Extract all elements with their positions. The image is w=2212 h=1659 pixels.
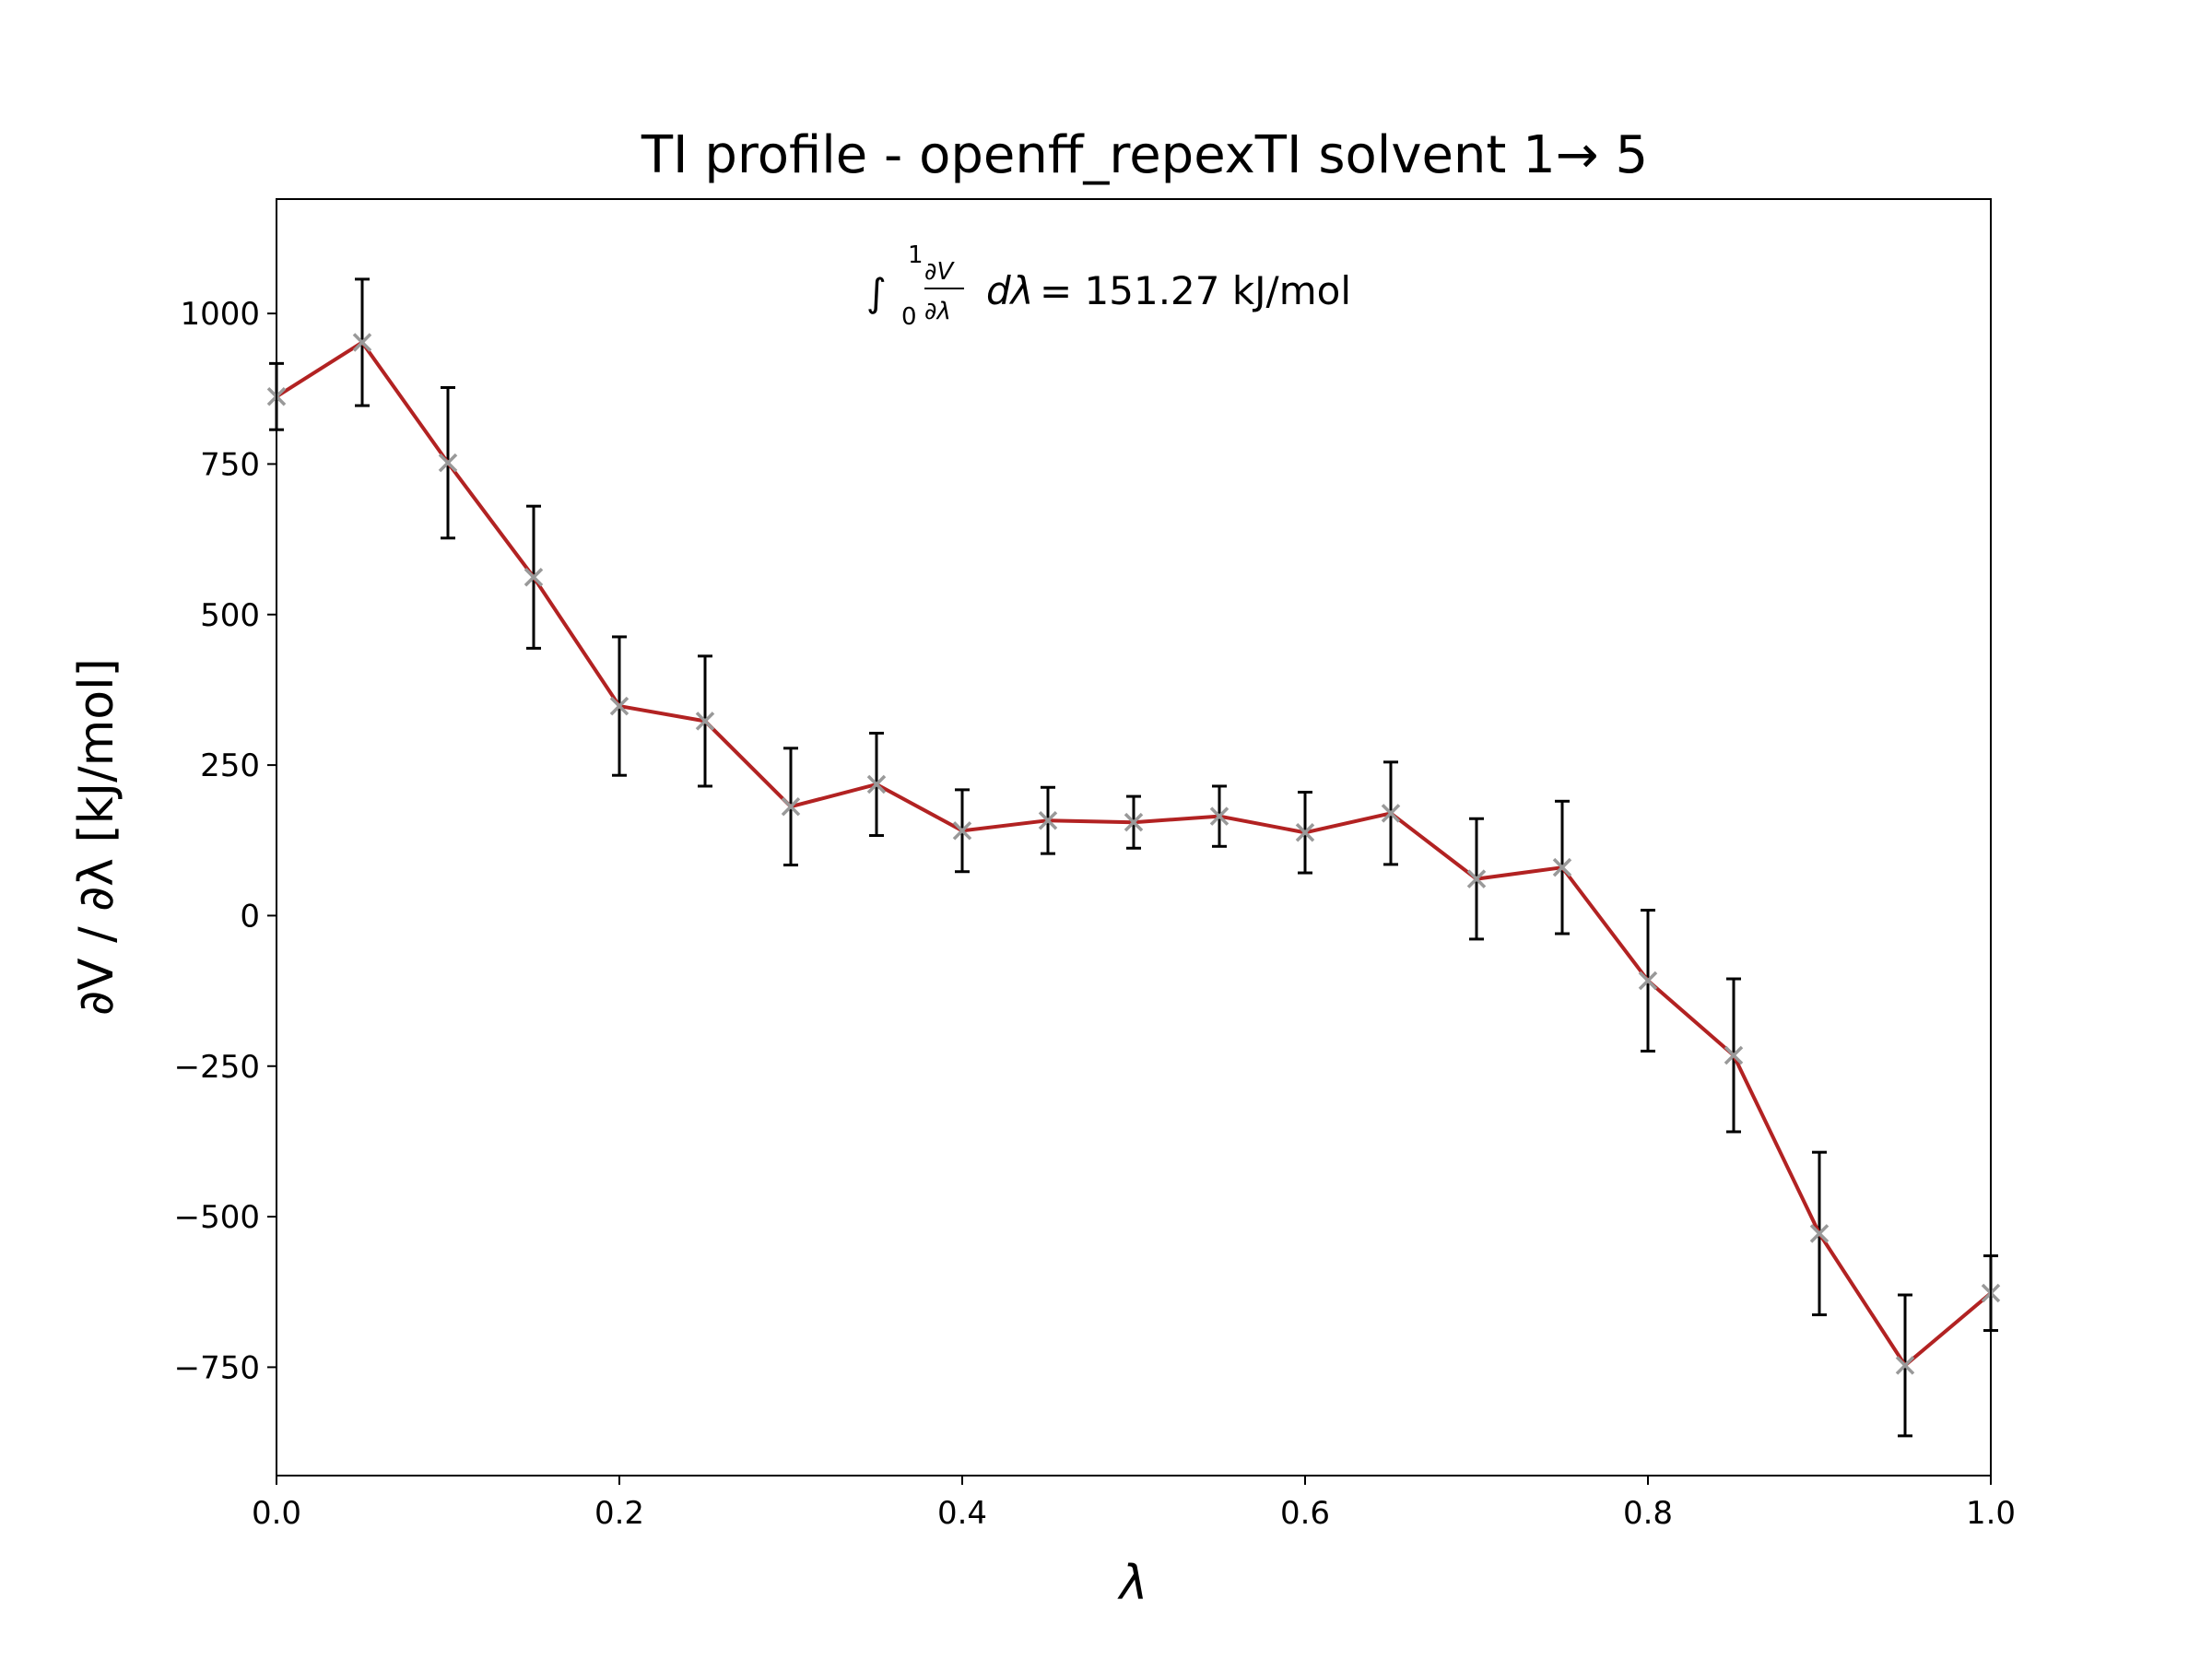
x-tick-label: 0.2 xyxy=(594,1495,644,1532)
data-point xyxy=(1638,971,1658,991)
annotation-lower-limit: 0 xyxy=(901,303,917,331)
x-axis-ticks: 0.0 0.2 0.4 0.6 0.8 1.0 xyxy=(252,1476,2016,1532)
y-tick-label: 250 xyxy=(200,747,260,784)
data-point xyxy=(952,821,972,841)
integral-annotation: ∫ 1 0 ∂V ∂λ dλ = 151.27 kJ/mol xyxy=(866,241,1351,331)
data-point xyxy=(609,696,629,716)
x-axis-label: λ xyxy=(1117,1556,1148,1611)
y-axis-ticks: 1000 750 500 250 0 −250 −500 −750 xyxy=(174,296,276,1386)
data-point xyxy=(695,712,715,731)
annotation-value: = 151.27 kJ/mol xyxy=(1040,268,1351,313)
x-tick-label: 0.0 xyxy=(252,1495,301,1532)
chart-title: TI profile - openff_repexTI solvent 1→ 5 xyxy=(641,125,1648,185)
data-point xyxy=(352,333,372,352)
data-point xyxy=(1552,857,1572,877)
data-point xyxy=(1381,804,1401,823)
y-tick-label: 500 xyxy=(200,597,260,634)
x-tick-label: 1.0 xyxy=(1966,1495,2016,1532)
data-point xyxy=(866,774,887,794)
data-point xyxy=(1809,1224,1830,1243)
y-tick-label: −750 xyxy=(174,1349,260,1386)
y-tick-label: 1000 xyxy=(180,296,260,333)
data-point xyxy=(781,796,801,817)
data-point xyxy=(1124,812,1144,832)
data-point xyxy=(438,453,458,473)
data-point xyxy=(1466,869,1487,888)
data-point xyxy=(1724,1045,1744,1065)
y-tick-label: −500 xyxy=(174,1199,260,1236)
annotation-integral-sign: ∫ xyxy=(866,270,887,315)
data-point xyxy=(1895,1356,1915,1375)
data-point xyxy=(1038,810,1058,830)
y-tick-label: 750 xyxy=(200,446,260,483)
annotation-denominator: ∂λ xyxy=(924,298,951,325)
data-markers xyxy=(266,333,2001,1375)
y-axis-label: ∂V / ∂λ [kJ/mol] xyxy=(69,658,124,1016)
plot-area-frame xyxy=(276,198,1992,1477)
data-point xyxy=(1295,823,1315,842)
y-tick-label: 0 xyxy=(240,898,260,935)
data-point xyxy=(524,568,544,587)
data-point xyxy=(1209,806,1230,826)
annotation-dlambda: dλ xyxy=(986,268,1034,313)
x-tick-label: 0.4 xyxy=(937,1495,987,1532)
annotation-upper-limit: 1 xyxy=(908,241,924,269)
y-tick-label: −250 xyxy=(174,1049,260,1086)
x-tick-label: 0.6 xyxy=(1280,1495,1330,1532)
annotation-numerator: ∂V xyxy=(924,258,955,286)
x-tick-label: 0.8 xyxy=(1623,1495,1673,1532)
